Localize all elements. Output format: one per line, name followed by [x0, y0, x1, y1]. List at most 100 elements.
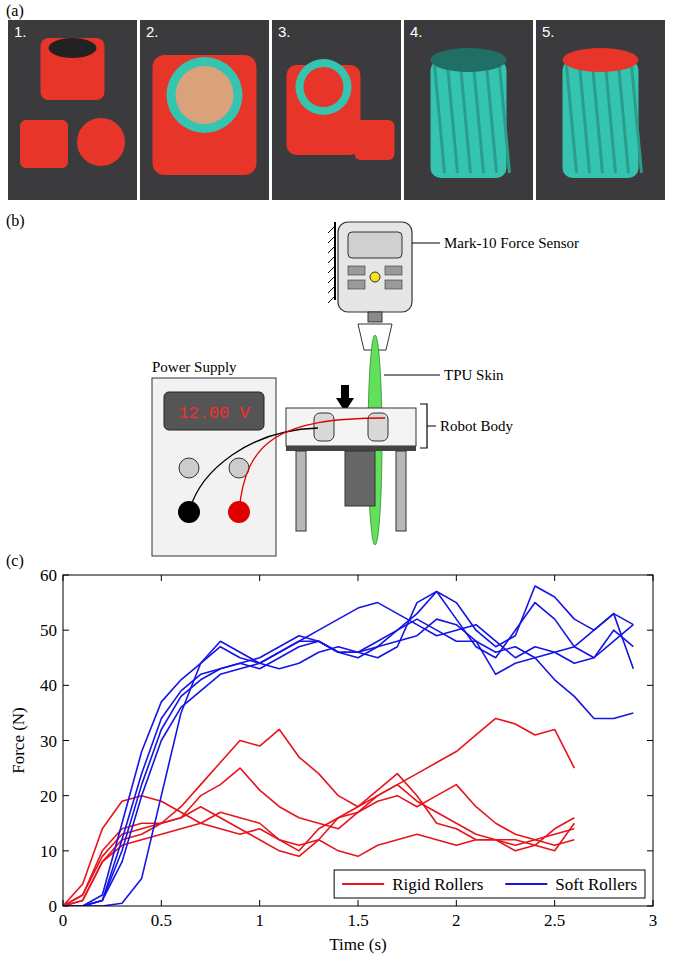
tick-label: 30 [40, 732, 57, 751]
photo-label: 4. [410, 23, 423, 40]
knob [179, 458, 199, 478]
wall-hatch [328, 226, 335, 233]
legend: Rigid Rollers Soft Rollers [334, 870, 645, 898]
photo-part [167, 57, 243, 133]
legend-label: Soft Rollers [555, 875, 637, 894]
tick-label: 2 [452, 911, 461, 930]
robot-body [286, 408, 416, 446]
photo-part [619, 65, 629, 173]
photo-part [77, 118, 125, 166]
photo-part [431, 60, 507, 178]
wire [239, 418, 385, 512]
photo-part [176, 66, 234, 124]
diagram-label: Mark-10 Force Sensor [444, 235, 579, 251]
tick [456, 900, 457, 906]
tick [161, 575, 162, 581]
photo-background [272, 20, 401, 200]
photo-part [304, 67, 344, 107]
diagram-label: Power Supply [152, 359, 237, 375]
roller [314, 413, 334, 441]
tick-label: 0.5 [151, 911, 172, 930]
panel-label: (c) [6, 552, 24, 570]
wall-hatch [328, 276, 335, 283]
tick-label: 60 [40, 566, 57, 585]
diagram-label: TPU Skin [444, 367, 504, 383]
sensor-button [385, 280, 402, 289]
tick [63, 630, 69, 631]
tick-label: 20 [40, 787, 57, 806]
tick [647, 850, 653, 851]
photo-part [487, 65, 497, 173]
diagram-label: Robot Body [440, 418, 513, 434]
wall-hatch [328, 286, 335, 293]
chart: 00.511.522.530102030405060Time (s)Force … [9, 566, 657, 954]
photo-part [461, 65, 471, 173]
axis-title: Force (N) [9, 707, 28, 774]
leg [396, 451, 406, 531]
photo-part [500, 65, 510, 173]
photo-part [153, 55, 257, 175]
legend-swatch [342, 883, 384, 885]
wall-hatch [328, 236, 335, 243]
photo: 1. [8, 20, 137, 200]
sensor-button [370, 272, 380, 282]
photo-part [431, 48, 507, 72]
tick [63, 740, 69, 741]
legend-box [334, 870, 645, 898]
leg [296, 451, 306, 531]
photo: 2. [140, 20, 269, 200]
photo-background [8, 20, 137, 200]
panel-label: (a) [6, 2, 24, 20]
tick-label: 1.5 [347, 911, 368, 930]
legend-swatch [505, 883, 547, 885]
wall-hatch [328, 246, 335, 253]
bracket [420, 404, 436, 448]
wire [189, 428, 318, 512]
arrow-shaft [341, 385, 349, 399]
photo-part [593, 65, 603, 173]
photo-part [41, 38, 105, 100]
photo-part [435, 65, 445, 173]
wall-hatch [328, 296, 335, 303]
force-sensor [338, 222, 412, 312]
plate [286, 446, 416, 451]
plot-background [63, 575, 653, 906]
leader [384, 375, 440, 376]
tick-label: 10 [40, 842, 57, 861]
photo-part [606, 65, 616, 173]
wall-hatch [328, 256, 335, 263]
photo-part [474, 65, 484, 173]
tick [63, 795, 69, 796]
leader [412, 243, 440, 244]
motor [345, 451, 375, 506]
diagram: 12.00 VPower SupplyMark-10 Force SensorT… [152, 222, 579, 556]
power-supply [152, 378, 276, 556]
tick [161, 900, 162, 906]
tick-label: 3 [649, 911, 658, 930]
sensor-screen [348, 232, 402, 258]
tick [647, 685, 653, 686]
sensor-button [385, 266, 402, 275]
photo-part [355, 120, 395, 160]
tick [259, 575, 260, 581]
photo-part [296, 59, 352, 115]
wall [334, 222, 336, 300]
photo-part [563, 48, 639, 72]
photo-part [563, 60, 639, 178]
photo-part [20, 120, 68, 168]
photo: 4. [404, 20, 533, 200]
photo-background [140, 20, 269, 200]
tick [554, 900, 555, 906]
sensor-shaft [368, 312, 382, 322]
series-line [63, 586, 633, 906]
tick [358, 900, 359, 906]
panel-label: (b) [6, 212, 25, 230]
tick-label: 50 [40, 621, 57, 640]
series-line [63, 619, 633, 906]
photo-part [632, 65, 642, 173]
figure: (a)(b)(c)1.2.3.4.5.12.00 VPower SupplyMa… [0, 0, 673, 963]
photo-part [567, 65, 577, 173]
legend-label: Rigid Rollers [392, 875, 483, 894]
photo: 3. [272, 20, 401, 200]
display [164, 392, 264, 430]
